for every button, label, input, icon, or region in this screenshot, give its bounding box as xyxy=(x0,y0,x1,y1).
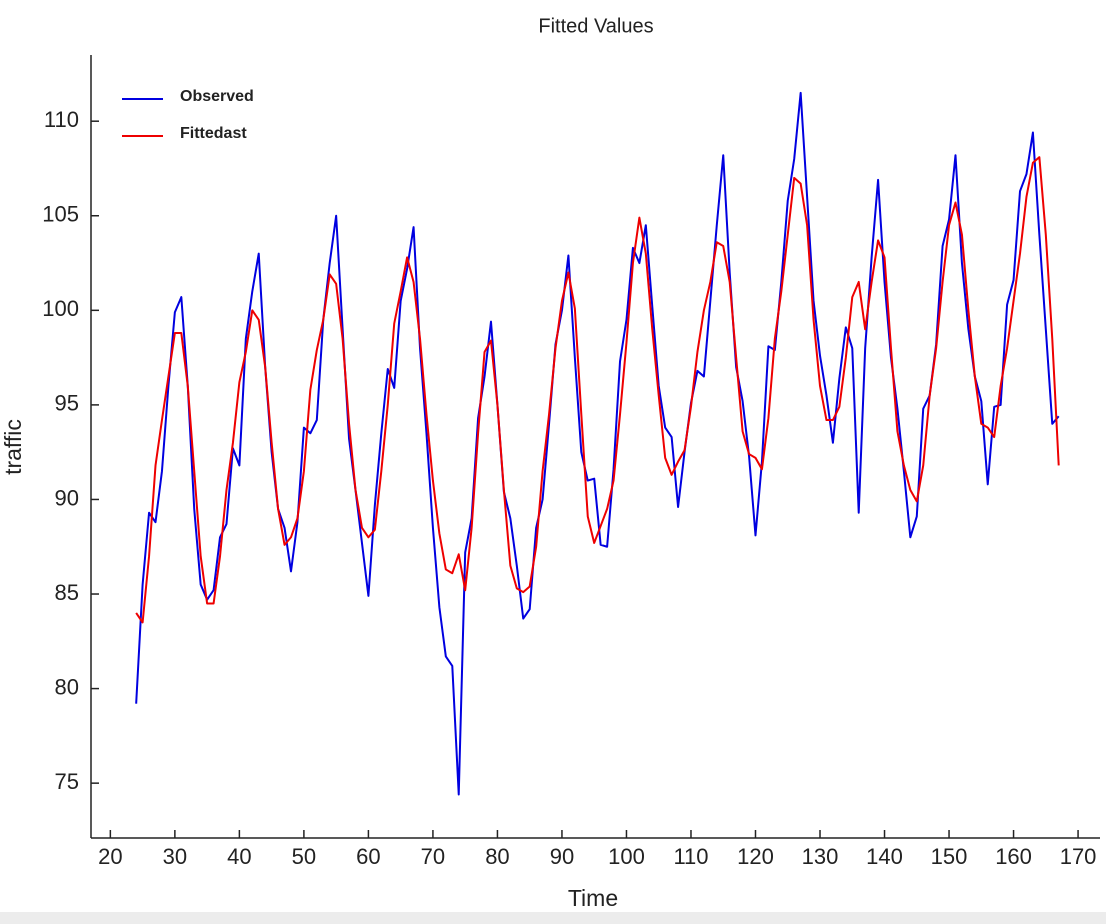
series-line xyxy=(135,156,1060,624)
x-tick-label: 170 xyxy=(1060,844,1097,869)
x-tick-label: 20 xyxy=(98,844,122,869)
y-tick-label: 90 xyxy=(55,485,79,510)
x-tick-label: 150 xyxy=(931,844,968,869)
x-axis-label: Time xyxy=(568,885,618,911)
y-axis-label: traffic xyxy=(0,419,26,475)
legend-label: Fittedast xyxy=(180,125,247,142)
y-tick-label: 110 xyxy=(44,107,79,132)
x-tick-label: 30 xyxy=(163,844,187,869)
x-tick-label: 50 xyxy=(292,844,316,869)
y-tick-label: 80 xyxy=(55,674,79,699)
x-tick-label: 160 xyxy=(995,844,1032,869)
x-tick-label: 70 xyxy=(421,844,445,869)
x-tick-label: 130 xyxy=(802,844,839,869)
y-tick-label: 105 xyxy=(42,202,79,227)
series-line xyxy=(135,91,1060,796)
y-tick-label: 100 xyxy=(42,296,79,321)
x-tick-label: 80 xyxy=(485,844,509,869)
x-tick-label: 140 xyxy=(866,844,903,869)
y-tick-label: 95 xyxy=(55,391,79,416)
x-tick-label: 60 xyxy=(356,844,380,869)
y-tick-label: 75 xyxy=(55,769,79,794)
x-tick-label: 90 xyxy=(550,844,574,869)
legend-label: Observed xyxy=(180,88,254,105)
x-tick-label: 110 xyxy=(673,844,708,869)
y-tick-label: 85 xyxy=(55,580,79,605)
chart-title: Fitted Values xyxy=(538,15,653,37)
x-tick-label: 120 xyxy=(737,844,774,869)
x-tick-label: 40 xyxy=(227,844,251,869)
x-tick-label: 100 xyxy=(608,844,645,869)
bottom-strip xyxy=(0,912,1106,924)
